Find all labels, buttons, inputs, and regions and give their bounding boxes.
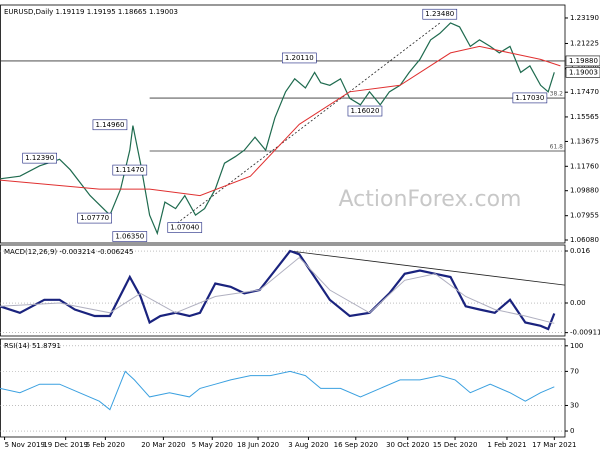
annotation-label: 1.12390 (25, 154, 54, 162)
x-tick-label: 1 Feb 2021 (487, 441, 526, 449)
annotation-label: 1.06350 (115, 233, 144, 241)
annotation-box (112, 164, 148, 176)
annotation-box (512, 92, 548, 104)
x-tick-label: 15 Dec 2020 (433, 441, 478, 449)
annotation-label: 1.07040 (170, 224, 199, 232)
series-line (0, 22, 555, 236)
annotation-box (77, 212, 112, 224)
annotation-box (347, 105, 383, 117)
panel-title: MACD(12,26,9) -0.003214 -0.006245 (4, 248, 133, 256)
level-label: 38.2 (550, 91, 564, 98)
y-tick-label: 1.21225 (570, 39, 599, 47)
y-tick-label: 100 (570, 342, 583, 350)
panel-title: EURUSD,Daily 1.19119 1.19195 1.18665 1.1… (4, 8, 178, 16)
watermark: ActionForex.com (339, 187, 522, 212)
annotation-label: 1.23480 (425, 10, 454, 18)
panel-title: RSI(14) 51.8791 (4, 342, 61, 350)
annotation-box (112, 231, 148, 242)
level-label: 1.19880 (569, 57, 598, 65)
annotation-box (422, 8, 458, 20)
panel-border (0, 244, 566, 337)
series-line (0, 249, 556, 331)
annotation-label: 1.17030 (515, 94, 544, 102)
x-tick-label: 5 Feb 2020 (86, 441, 125, 449)
y-tick-label: 0.016 (570, 247, 591, 255)
annotation-box (22, 152, 58, 164)
annotation-label: 1.20110 (285, 54, 314, 62)
annotation-label: 1.14960 (95, 121, 124, 129)
y-tick-label: 30 (570, 401, 579, 409)
y-tick-label: 1.17470 (570, 88, 599, 96)
annotation-box (167, 222, 203, 233)
annotation-box (92, 119, 128, 131)
x-tick-label: 30 Oct 2020 (386, 441, 429, 449)
series-line (0, 45, 561, 197)
y-tick-label: 1.15565 (570, 113, 599, 121)
trendline (290, 250, 566, 286)
x-tick-label: 3 Aug 2020 (288, 441, 328, 449)
y-tick-label: 0 (570, 427, 574, 435)
level-label: 61.8 (550, 143, 564, 150)
y-tick-label: 1.23190 (570, 14, 599, 22)
y-tick-label: 1.07955 (570, 212, 599, 220)
annotation-label: 1.11470 (115, 166, 144, 174)
y-tick-label: 1.13675 (570, 137, 599, 145)
y-tick-label: 1.06080 (570, 236, 599, 244)
x-tick-label: 17 Mar 2021 (532, 441, 576, 449)
x-tick-label: 5 May 2020 (192, 441, 233, 449)
panel-border (0, 4, 566, 244)
x-tick-label: 16 Sep 2020 (334, 441, 378, 449)
y-tick-label: 70 (570, 367, 579, 375)
series-line (0, 256, 555, 324)
x-tick-label: 18 Jun 2020 (237, 441, 279, 449)
y-tick-label: 1.11760 (570, 162, 599, 170)
last-price-box (565, 67, 600, 78)
level-box (565, 55, 600, 67)
series-line (0, 370, 555, 411)
x-tick-label: 20 Mar 2020 (141, 441, 185, 449)
x-tick-label: 5 Nov 2019 (5, 441, 45, 449)
y-tick-label: 1.09880 (570, 187, 599, 195)
y-tick-label: -0.009116 (570, 329, 600, 337)
last-price-label: 1.19003 (569, 68, 598, 76)
y-tick-label: 0.00 (570, 299, 586, 307)
annotation-box (281, 52, 317, 64)
annotation-label: 1.16020 (350, 107, 379, 115)
annotation-label: 1.07770 (80, 214, 109, 222)
x-tick-label: 19 Dec 2019 (43, 441, 88, 449)
